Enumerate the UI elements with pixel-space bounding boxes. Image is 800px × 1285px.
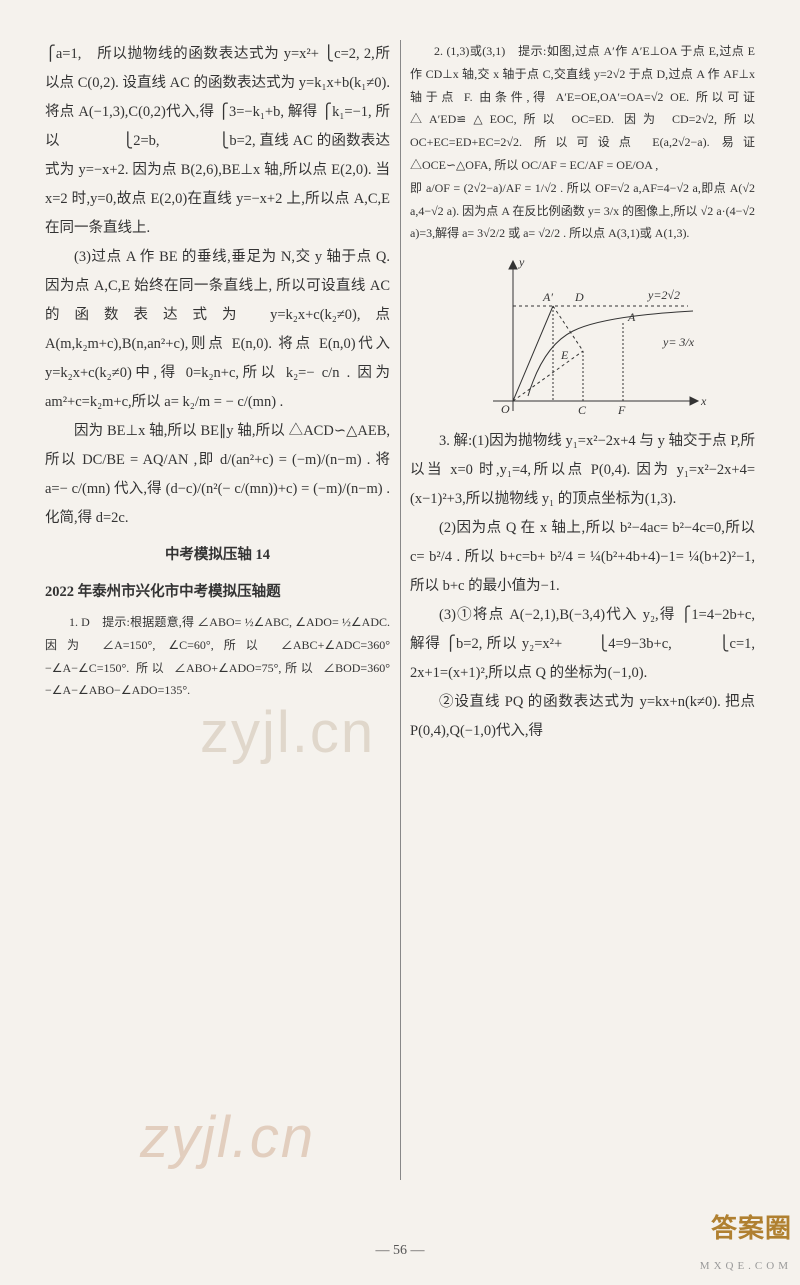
point-D: D [574, 290, 584, 304]
solution-continuation: ⎧a=1, 所以抛物线的函数表达式为 y=x²+ ⎩c=2, 2,所以点 C(0… [45, 40, 390, 243]
solution-similarity: 因为 BE⊥x 轴,所以 BE∥y 轴,所以 △ACD∽△AEB,所以 DC/B… [45, 417, 390, 533]
y-axis-label: y [518, 255, 525, 269]
exam-title: 2022 年泰州市兴化市中考模拟压轴题 [45, 578, 390, 607]
point-Aprime: A′ [542, 290, 553, 304]
solution-part3: (3)过点 A 作 BE 的垂线,垂足为 N,交 y 轴于点 Q. 因为点 A,… [45, 243, 390, 417]
line-label: y=2√2 [647, 288, 680, 302]
question-3-part1: 3. 解:(1)因为抛物线 y₁=x²−2x+4 与 y 轴交于点 P,所以当 … [410, 427, 755, 514]
site-url: MXQE.COM [682, 1255, 792, 1277]
curve-label: y= 3/x [662, 335, 695, 349]
point-C: C [578, 403, 587, 417]
point-F: F [617, 403, 626, 417]
question-3-part3b: ②设直线 PQ 的函数表达式为 y=kx+n(k≠0). 把点 P(0,4),Q… [410, 688, 755, 746]
page-number: — 56 — [0, 1237, 800, 1265]
point-A: A [627, 310, 636, 324]
question-3-part3a: (3)①将点 A(−2,1),B(−3,4)代入 y₂,得 ⎧1=4−2b+c,… [410, 601, 755, 688]
site-name: 答案圈 [682, 1203, 792, 1255]
section-heading: 中考模拟压轴 14 [45, 541, 390, 570]
question-2-hint-b: 即 a/OF = (2√2−a)/AF = 1/√2 . 所以 OF=√2 a,… [410, 177, 755, 245]
question-2-hint-a: 2. (1,3)或(3,1) 提示:如图,过点 A′作 A′E⊥OA 于点 E,… [410, 40, 755, 177]
point-E: E [560, 348, 569, 362]
question-1: 1. D 提示:根据题意,得 ∠ABO= ½∠ABC, ∠ADO= ½∠ADC.… [45, 611, 390, 702]
point-O: O [501, 402, 510, 416]
question-3-part2: (2)因为点 Q 在 x 轴上,所以 b²−4ac= b²−4c=0,所以 c=… [410, 514, 755, 601]
x-axis-label: x [700, 394, 707, 408]
hyperbola-diagram: y x A′ D A E O C F y=2√2 y= 3/x [453, 251, 713, 421]
site-logo: 答案圈 MXQE.COM [682, 1203, 792, 1277]
